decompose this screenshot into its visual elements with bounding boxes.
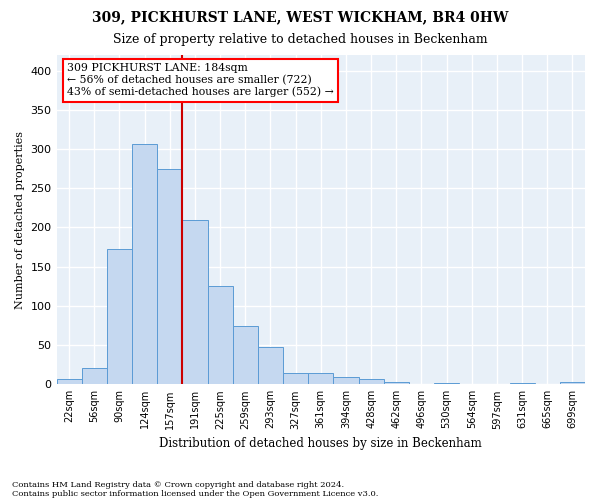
Bar <box>283 372 308 384</box>
Bar <box>258 346 283 385</box>
Bar <box>233 326 258 384</box>
Y-axis label: Number of detached properties: Number of detached properties <box>15 130 25 308</box>
Bar <box>308 372 334 384</box>
Bar <box>82 368 107 384</box>
Bar <box>560 382 585 384</box>
Bar <box>383 382 409 384</box>
Bar <box>434 382 459 384</box>
Bar <box>107 250 132 384</box>
Text: Contains public sector information licensed under the Open Government Licence v3: Contains public sector information licen… <box>12 490 379 498</box>
Bar <box>334 377 359 384</box>
Bar <box>359 379 383 384</box>
Text: 309 PICKHURST LANE: 184sqm
← 56% of detached houses are smaller (722)
43% of sem: 309 PICKHURST LANE: 184sqm ← 56% of deta… <box>67 63 334 98</box>
Bar <box>509 382 535 384</box>
Bar <box>56 379 82 384</box>
Text: Contains HM Land Registry data © Crown copyright and database right 2024.: Contains HM Land Registry data © Crown c… <box>12 481 344 489</box>
Text: Size of property relative to detached houses in Beckenham: Size of property relative to detached ho… <box>113 32 487 46</box>
Bar <box>208 286 233 384</box>
Bar <box>182 220 208 384</box>
Bar <box>157 168 182 384</box>
X-axis label: Distribution of detached houses by size in Beckenham: Distribution of detached houses by size … <box>160 437 482 450</box>
Bar <box>132 144 157 384</box>
Text: 309, PICKHURST LANE, WEST WICKHAM, BR4 0HW: 309, PICKHURST LANE, WEST WICKHAM, BR4 0… <box>92 10 508 24</box>
